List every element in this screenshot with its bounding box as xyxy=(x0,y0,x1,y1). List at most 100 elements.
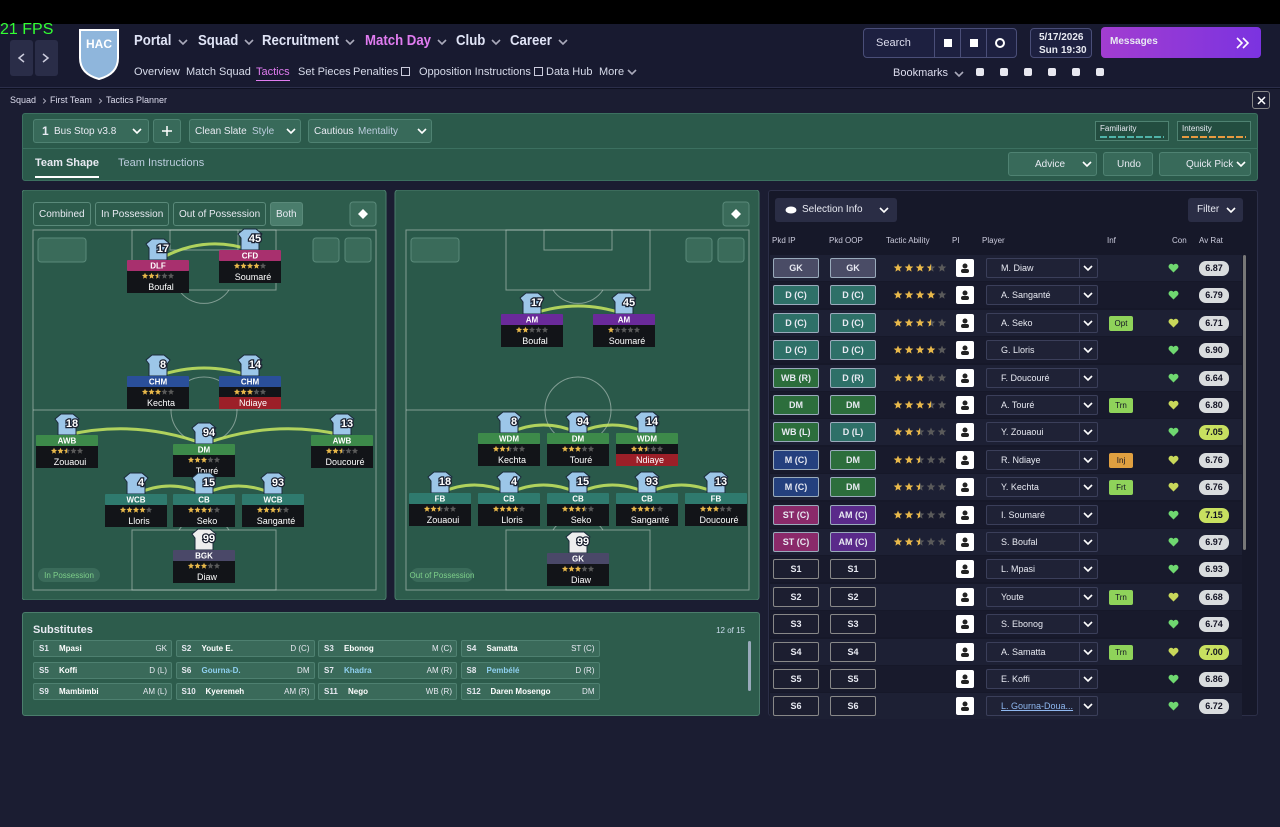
shape-toggle[interactable]: Both xyxy=(270,202,303,226)
action-button[interactable]: Quick Pick xyxy=(1159,152,1251,176)
pi-button[interactable] xyxy=(956,587,974,606)
player-select[interactable]: E. Koffi xyxy=(986,669,1098,689)
pi-button[interactable] xyxy=(956,450,974,469)
table-row[interactable]: M (C) DM R. Ndiaye Inj 6.76 xyxy=(770,446,1242,473)
action-button[interactable]: Undo xyxy=(1103,152,1153,176)
pi-button[interactable] xyxy=(956,615,974,634)
table-row[interactable]: GK GK M. Diaw 6.87 xyxy=(770,255,1242,281)
table-row[interactable]: D (C) D (C) A. Sanganté 6.79 xyxy=(770,282,1242,309)
filter-button[interactable]: Filter xyxy=(1188,198,1243,222)
player-select[interactable]: Y. Kechta xyxy=(986,477,1098,498)
add-tactic[interactable] xyxy=(153,119,181,143)
player-select[interactable]: M. Diaw xyxy=(986,258,1098,278)
table-row[interactable]: S4 S4 A. Samatta Trn 7.00 xyxy=(770,638,1242,665)
pi-button[interactable] xyxy=(956,642,974,661)
table-row[interactable]: M (C) DM Y. Kechta Frt 6.76 xyxy=(770,474,1242,501)
table-row[interactable]: WB (L) D (L) Y. Zouaoui 7.05 xyxy=(770,419,1242,446)
pi-button[interactable] xyxy=(956,697,974,716)
table-row[interactable]: S3 S3 S. Ebonog 6.74 xyxy=(770,611,1242,638)
player-select[interactable]: I. Soumaré xyxy=(986,504,1098,525)
sub-row[interactable]: S1 Mpasi GK xyxy=(33,640,172,657)
player-select[interactable]: Y. Zouaoui xyxy=(986,422,1098,443)
sub-nav-item[interactable]: Opposition Instructions xyxy=(419,66,531,78)
pi-button[interactable] xyxy=(956,259,974,277)
table-row[interactable]: ST (C) AM (C) I. Soumaré 7.15 xyxy=(770,501,1242,528)
table-row[interactable]: S5 S5 E. Koffi 6.86 xyxy=(770,666,1242,692)
pi-button[interactable] xyxy=(956,286,974,305)
pi-button[interactable] xyxy=(956,505,974,524)
messages-button[interactable]: Messages xyxy=(1101,27,1261,58)
icon-button[interactable] xyxy=(960,29,986,57)
player-select[interactable]: A. Samatta xyxy=(986,641,1098,662)
player-select[interactable]: Youte xyxy=(986,586,1098,607)
sub-row[interactable]: S11 Nego WB (R) xyxy=(318,683,457,700)
table-row[interactable]: DM DM A. Touré Trn 6.80 xyxy=(770,392,1242,418)
sub-row[interactable]: S5 Koffi D (L) xyxy=(33,661,172,679)
table-row[interactable]: D (C) D (C) A. Seko Opt 6.71 xyxy=(770,309,1242,336)
player-select[interactable]: S. Boufal xyxy=(986,532,1098,552)
breadcrumb-item[interactable]: Tactics Planner xyxy=(106,95,168,105)
sub-nav-item[interactable]: Overview xyxy=(134,66,180,78)
forward-button[interactable] xyxy=(35,40,58,76)
sub-row[interactable]: S12 Daren Mosengo DM xyxy=(460,683,600,700)
action-button[interactable]: Advice xyxy=(1008,152,1097,176)
sub-nav-item[interactable]: Tactics xyxy=(256,66,290,81)
sub-row[interactable]: S8 Pembélé D (R) xyxy=(460,661,600,679)
pi-button[interactable] xyxy=(956,341,974,360)
icon-button[interactable] xyxy=(934,29,960,57)
sub-nav-item[interactable]: Data Hub xyxy=(546,66,593,78)
table-row[interactable]: S6 S6 L. Gourna-Doua... 6.72 xyxy=(770,693,1242,720)
table-row[interactable]: ST (C) AM (C) S. Boufal 6.97 xyxy=(770,529,1242,555)
table-row[interactable]: S2 S2 Youte Trn 6.68 xyxy=(770,583,1242,610)
main-nav-item[interactable]: Match Day xyxy=(365,32,432,49)
pi-button[interactable] xyxy=(956,560,974,579)
sub-row[interactable]: S3 Ebonog M (C) xyxy=(318,640,457,657)
main-nav-item[interactable]: Club xyxy=(456,32,486,49)
selection-view[interactable]: Selection Info xyxy=(775,198,897,222)
tactic-select[interactable]: 1 Bus Stop v3.8 xyxy=(33,119,149,143)
icon-button[interactable] xyxy=(986,29,1012,57)
shape-toggle[interactable]: Out of Possession xyxy=(173,202,267,226)
sub-nav-item[interactable]: More xyxy=(599,66,625,78)
search-button[interactable]: Search xyxy=(876,37,911,49)
pi-button[interactable] xyxy=(956,533,974,551)
sub-row[interactable]: S2 Youte E. D (C) xyxy=(175,640,315,657)
table-row[interactable]: S1 S1 L. Mpasi 6.93 xyxy=(770,556,1242,583)
table-row[interactable]: WB (R) D (R) F. Doucouré 6.64 xyxy=(770,364,1242,391)
sub-nav-item[interactable]: Match Squad xyxy=(186,66,251,78)
sub-row[interactable]: S10 Kyeremeh AM (R) xyxy=(175,683,315,700)
bookmarks-button[interactable]: Bookmarks xyxy=(893,67,949,79)
shape-toggle[interactable]: In Possession xyxy=(95,202,170,226)
sub-row[interactable]: S6 Gourna-D. DM xyxy=(175,661,315,679)
pi-button[interactable] xyxy=(956,396,974,414)
back-button[interactable] xyxy=(10,40,33,76)
breadcrumb-item[interactable]: Squad xyxy=(10,95,37,105)
sub-row[interactable]: S9 Mambimbi AM (L) xyxy=(33,683,172,700)
player-select[interactable]: A. Seko xyxy=(986,312,1098,333)
sub-nav-item[interactable]: Penalties xyxy=(353,66,399,78)
sub-nav-item[interactable]: Set Pieces xyxy=(298,66,351,78)
sub-row[interactable]: S7 Khadra AM (R) xyxy=(318,661,457,679)
sub-row[interactable]: S4 Samatta ST (C) xyxy=(460,640,600,657)
tab[interactable]: Team Shape xyxy=(35,157,99,178)
pi-button[interactable] xyxy=(956,478,974,497)
player-select[interactable]: L. Gourna-Doua... xyxy=(986,696,1098,717)
close-button[interactable] xyxy=(1252,91,1270,109)
style-select[interactable]: Clean Slate Style xyxy=(189,119,301,143)
player-select[interactable]: S. Ebonog xyxy=(986,614,1098,635)
main-nav-item[interactable]: Career xyxy=(510,32,552,49)
main-nav-item[interactable]: Recruitment xyxy=(262,32,340,49)
table-row[interactable]: D (C) D (C) G. Lloris 6.90 xyxy=(770,337,1242,364)
player-select[interactable]: A. Touré xyxy=(986,395,1098,415)
breadcrumb-item[interactable]: First Team xyxy=(50,95,92,105)
pi-button[interactable] xyxy=(956,670,974,688)
player-select[interactable]: R. Ndiaye xyxy=(986,449,1098,470)
pi-button[interactable] xyxy=(956,368,974,387)
player-select[interactable]: A. Sanganté xyxy=(986,285,1098,306)
player-select[interactable]: G. Lloris xyxy=(986,340,1098,361)
main-nav-item[interactable]: Portal xyxy=(134,32,172,49)
player-select[interactable]: L. Mpasi xyxy=(986,559,1098,580)
pi-button[interactable] xyxy=(956,313,974,332)
shape-toggle[interactable]: Combined xyxy=(33,202,91,226)
mentality-select[interactable]: Cautious Mentality xyxy=(308,119,432,143)
